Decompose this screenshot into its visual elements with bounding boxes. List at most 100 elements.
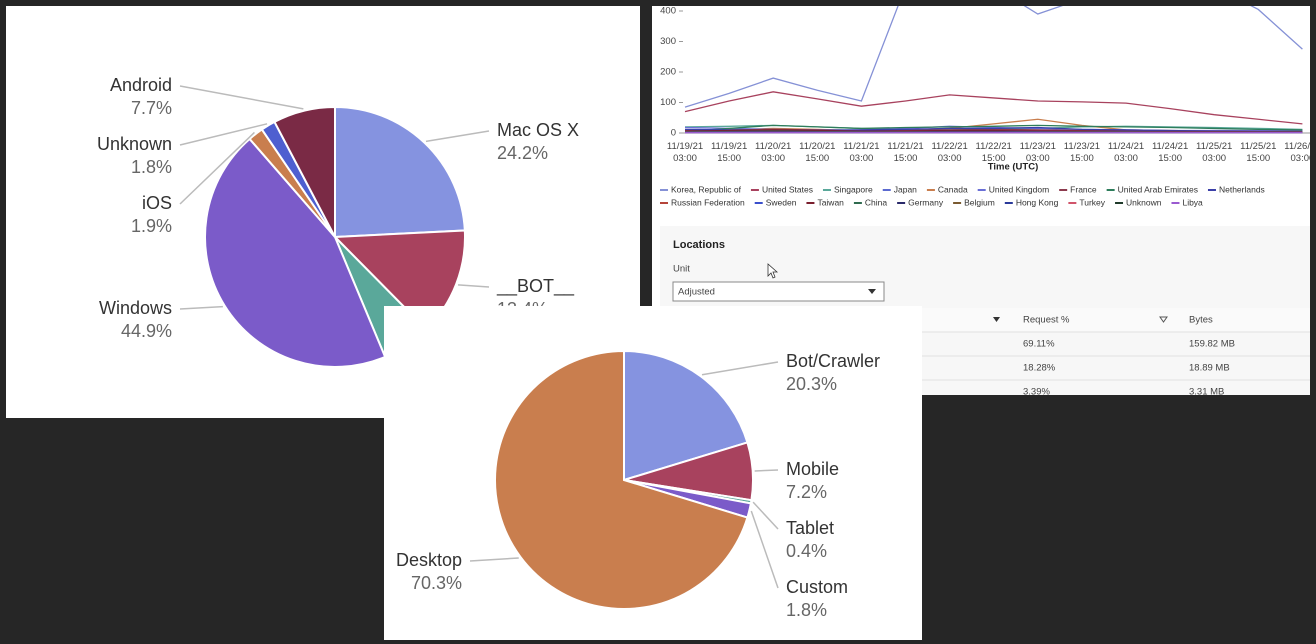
slice-value-label: 70.3% xyxy=(411,573,462,593)
legend-label: Japan xyxy=(894,184,917,194)
x-tick-label: 11/22/21 15:00 xyxy=(976,141,1012,164)
slice-value-label: 24.2% xyxy=(497,143,548,163)
device-pie-chart: Bot/Crawler 20.3% Mobile 7.2% Tablet 0.4% Cust… xyxy=(396,349,880,620)
series-line xyxy=(684,91,1303,125)
series-line xyxy=(684,6,1303,108)
legend-label: Canada xyxy=(938,184,968,194)
x-tick-label: 11/23/21 15:00 xyxy=(1064,141,1100,164)
legend-label: Taiwan xyxy=(817,197,844,207)
legend-label: Russian Federation xyxy=(671,197,745,207)
cell: 3.39% xyxy=(1023,387,1050,395)
sort-icon[interactable] xyxy=(1159,316,1168,323)
col-header: Bytes xyxy=(1189,315,1213,326)
slice-value-label: 44.9% xyxy=(121,321,172,341)
pie-slice xyxy=(494,349,749,610)
x-tick-label: 11/20/21 15:00 xyxy=(799,141,835,164)
col-header: Request % xyxy=(1023,315,1070,326)
slice-value-label: 1.8% xyxy=(786,600,827,620)
x-tick-label: 11/19/21 15:00 xyxy=(711,141,747,164)
pie-slice xyxy=(204,137,387,368)
y-tick-label: 0 xyxy=(671,128,676,139)
legend-label: United Kingdom xyxy=(989,184,1049,194)
x-tick-label: 11/24/21 15:00 xyxy=(1152,141,1188,164)
slice-label: Tablet xyxy=(786,518,834,538)
leader-line xyxy=(425,130,490,143)
slice-value-label: 7.7% xyxy=(131,98,172,118)
leader-line xyxy=(179,85,304,110)
unit-value: Adjusted xyxy=(678,287,715,298)
slice-label: Bot/Crawler xyxy=(786,351,880,371)
legend-label: Germany xyxy=(908,197,944,207)
slice-label: Mobile xyxy=(786,459,839,479)
legend-label: Sweden xyxy=(766,197,797,207)
x-axis-label: Time (UTC) xyxy=(988,162,1039,173)
y-tick-label: 100 xyxy=(660,97,676,108)
legend-label: Netherlands xyxy=(1219,184,1265,194)
x-tick-label: 11/22/21 03:00 xyxy=(931,141,967,164)
leader-line xyxy=(179,305,223,310)
leader-line xyxy=(457,284,490,288)
x-tick-label: 11/19/21 03:00 xyxy=(667,141,703,164)
legend-label: Korea, Republic of xyxy=(671,184,742,194)
leader-line xyxy=(752,501,779,530)
slice-label: Android xyxy=(110,75,172,95)
device-panel: Bot/Crawler 20.3% Mobile 7.2% Tablet 0.4% Cust… xyxy=(384,306,922,640)
legend-label: China xyxy=(865,197,887,207)
legend-label: Belgium xyxy=(964,197,995,207)
slice-label: Custom xyxy=(786,577,848,597)
x-tick-label: 11/25/21 15:00 xyxy=(1240,141,1276,164)
leader-line xyxy=(179,123,268,146)
leader-line xyxy=(701,361,779,376)
slice-value-label: 1.8% xyxy=(131,157,172,177)
x-tick-label: 11/20/21 03:00 xyxy=(755,141,791,164)
y-tick-label: 300 xyxy=(660,36,676,47)
legend-label: Unknown xyxy=(1126,197,1162,207)
slice-value-label: 1.9% xyxy=(131,216,172,236)
x-tick-label: 11/24/21 03:00 xyxy=(1108,141,1144,164)
leader-line xyxy=(469,557,519,562)
os-panel: Mac OS X24.2%__BOT__13.4%Windows44.9%iOS… xyxy=(6,6,640,418)
leader-line xyxy=(179,131,255,205)
dropdown-arrow xyxy=(868,289,876,294)
leader-line xyxy=(754,469,779,472)
leader-line xyxy=(750,510,779,589)
legend-label: United Arab Emirates xyxy=(1118,184,1198,194)
unit-dropdown[interactable] xyxy=(672,281,885,302)
legend-label: France xyxy=(1070,184,1097,194)
cursor xyxy=(767,263,779,279)
locations-title: Locations xyxy=(673,239,725,251)
cell: 3.31 MB xyxy=(1189,387,1224,395)
x-tick-label: 11/21/21 15:00 xyxy=(887,141,923,164)
cell: 69.11% xyxy=(1023,339,1055,350)
slice-value-label: 20.3% xyxy=(786,374,837,394)
legend-label: United States xyxy=(762,184,813,194)
series-line xyxy=(684,124,1303,133)
sort-icon[interactable] xyxy=(993,317,1000,322)
cell: 159.82 MB xyxy=(1189,339,1235,350)
legend-label: Hong Kong xyxy=(1016,197,1059,207)
legend-label: Libya xyxy=(1182,197,1203,207)
legend-label: Turkey xyxy=(1079,197,1105,207)
slice-value-label: 7.2% xyxy=(786,482,827,502)
slice-label: iOS xyxy=(142,193,172,213)
pie-slice xyxy=(623,349,749,482)
cell: 18.28% xyxy=(1023,363,1056,374)
slice-label: __BOT__ xyxy=(496,276,575,297)
cell: 18.89 MB xyxy=(1189,363,1230,374)
y-tick-label: 400 xyxy=(660,6,676,17)
os-pie-chart: Mac OS X24.2%__BOT__13.4%Windows44.9%iOS… xyxy=(97,75,579,368)
pie-slice xyxy=(273,105,336,238)
slice-label: Unknown xyxy=(97,134,172,154)
x-tick-label: 11/21/21 03:00 xyxy=(843,141,879,164)
x-tick-label: 11/23/21 03:00 xyxy=(1020,141,1056,164)
pie-slice xyxy=(334,105,466,239)
slice-label: Mac OS X xyxy=(497,120,579,140)
y-tick-label: 200 xyxy=(660,67,676,78)
slice-label: Windows xyxy=(99,298,172,318)
slice-label: Desktop xyxy=(396,550,462,570)
unit-label: Unit xyxy=(673,264,690,275)
x-tick-label: 11/25/21 03:00 xyxy=(1196,141,1232,164)
legend-label: Singapore xyxy=(834,184,873,194)
